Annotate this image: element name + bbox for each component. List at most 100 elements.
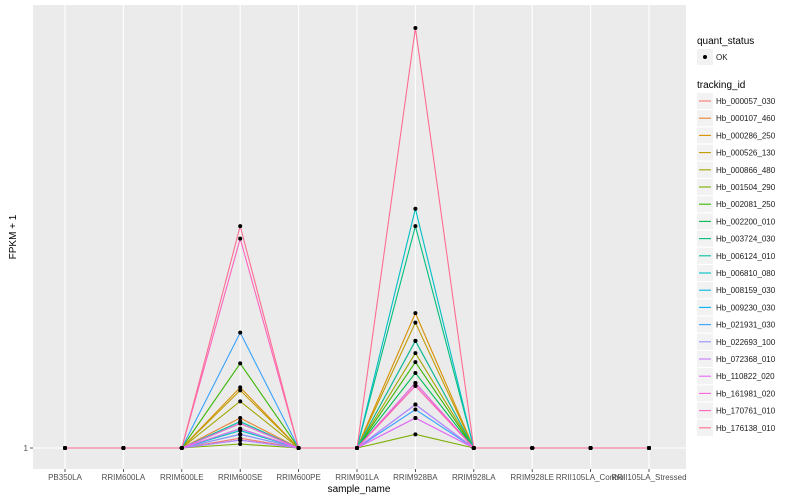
data-point [530, 446, 535, 450]
data-point [121, 446, 126, 450]
data-points [63, 26, 651, 450]
data-point [413, 338, 418, 343]
data-point [238, 399, 243, 404]
data-point [238, 224, 243, 229]
legend-label: Hb_000107_460 [716, 114, 776, 123]
legend-item-ok: OK [697, 49, 728, 65]
x-tick-label: RRIM928LE [510, 473, 554, 482]
grid-lines [33, 5, 686, 469]
legend-label: Hb_001504_290 [716, 183, 776, 192]
legend-label: Hb_006124_010 [716, 252, 776, 261]
data-point [238, 421, 243, 426]
legend-label: Hb_008159_030 [716, 286, 776, 295]
legend-item-hb_022693_100: Hb_022693_100 [697, 333, 776, 350]
legend-item-hb_170761_010: Hb_170761_010 [697, 402, 776, 419]
data-point [238, 385, 243, 390]
data-point [238, 442, 243, 447]
data-point [413, 383, 418, 388]
legend-title-tracking-id: tracking_id [697, 80, 745, 91]
data-point [238, 426, 243, 431]
legend-item-hb_001504_290: Hb_001504_290 [697, 179, 776, 195]
data-point [471, 446, 476, 450]
legend-item-hb_072368_010: Hb_072368_010 [697, 351, 776, 367]
legend-label: Hb_110822_020 [716, 372, 775, 381]
legend-label: OK [716, 53, 728, 62]
legend-item-hb_009230_030: Hb_009230_030 [697, 299, 776, 316]
x-axis-title: sample_name [328, 484, 391, 495]
data-point [647, 446, 651, 450]
data-point [355, 446, 359, 450]
legend-title-quant-status: quant_status [697, 36, 754, 47]
data-point [413, 416, 418, 421]
legend-label: Hb_002200_010 [716, 217, 776, 226]
legend-item-hb_176138_010: Hb_176138_010 [697, 419, 776, 436]
legend-item-hb_006810_080: Hb_006810_080 [697, 265, 776, 281]
legend-item-hb_161981_020: Hb_161981_020 [697, 385, 776, 402]
legend-label: Hb_021931_030 [716, 321, 776, 330]
legend-item-hb_008159_030: Hb_008159_030 [697, 282, 776, 299]
data-point [413, 370, 418, 375]
x-tick-label: PB350LA [48, 473, 82, 482]
axis-ticks: 1 PB350LA RRIM600LA RRIM600LE RRIM600SE RRIM6… [24, 444, 687, 482]
legend-label: Hb_000526_130 [716, 149, 776, 158]
legend-label: Hb_009230_030 [716, 303, 776, 312]
legend-item-hb_000866_480: Hb_000866_480 [697, 161, 776, 178]
x-tick-label: RRIM928LA [452, 473, 496, 482]
data-point [413, 311, 418, 316]
data-point [63, 446, 67, 450]
x-tick-label: RRIM600PE [276, 473, 320, 482]
legend-item-hb_021931_030: Hb_021931_030 [697, 316, 776, 333]
legend-label: Hb_176138_010 [716, 424, 776, 433]
legend-item-hb_000057_030: Hb_000057_030 [697, 93, 776, 109]
x-tick-label: RRIM600SE [218, 473, 262, 482]
legend-tracking-items: Hb_000057_030 Hb_000107_460 Hb_000286_250 H… [697, 93, 776, 436]
data-point [179, 446, 184, 450]
legend-label: Hb_161981_020 [716, 389, 776, 398]
legend-item-hb_002200_010: Hb_002200_010 [697, 213, 776, 230]
data-point [238, 432, 243, 437]
legend-label: Hb_002081_250 [716, 200, 776, 209]
data-point [296, 446, 301, 450]
y-tick-label: 1 [24, 444, 29, 453]
data-point [413, 432, 418, 437]
legend-label: Hb_000286_250 [716, 131, 776, 140]
x-tick-label: RRIM928BA [393, 473, 438, 482]
legend-label: Hb_000866_480 [716, 166, 776, 175]
legend-label: Hb_072368_010 [716, 355, 776, 364]
legend-label: Hb_000057_030 [716, 97, 776, 106]
legend-label: Hb_170761_010 [716, 407, 776, 416]
legend-label: Hb_022693_100 [716, 338, 776, 347]
data-point [238, 236, 243, 241]
data-point [238, 361, 243, 366]
data-point [588, 446, 593, 450]
legend-item-hb_002081_250: Hb_002081_250 [697, 196, 776, 213]
data-point [413, 402, 418, 407]
legend: quant_status OK tracking_id Hb_000057_03… [697, 36, 776, 436]
x-tick-label: RRIM901LA [335, 473, 379, 482]
data-point [413, 360, 418, 365]
legend-label: Hb_006810_080 [716, 269, 776, 278]
legend-item-hb_000526_130: Hb_000526_130 [697, 144, 776, 161]
legend-label: Hb_003724_030 [716, 235, 776, 244]
legend-item-hb_000107_460: Hb_000107_460 [697, 110, 776, 127]
legend-item-hb_006124_010: Hb_006124_010 [697, 247, 776, 264]
y-axis-title: FPKM + 1 [8, 214, 19, 259]
x-tick-label: RRIM600LE [160, 473, 204, 482]
data-point [238, 416, 243, 421]
x-tick-label: RRIM600LA [102, 473, 146, 482]
data-point [413, 206, 418, 211]
plot-panel [33, 5, 686, 469]
data-point [413, 351, 418, 356]
legend-item-hb_110822_020: Hb_110822_020 [697, 368, 775, 385]
data-point [413, 26, 418, 30]
x-tick-label: RRII105LA_Control [556, 473, 626, 482]
legend-key-point [703, 55, 707, 59]
data-point [413, 380, 418, 385]
x-tick-label: RRII105LA_Stressed [611, 473, 686, 482]
data-point [413, 407, 418, 412]
legend-item-hb_000286_250: Hb_000286_250 [697, 127, 776, 144]
data-point [238, 388, 243, 393]
data-point [413, 320, 418, 325]
data-point [238, 438, 243, 443]
